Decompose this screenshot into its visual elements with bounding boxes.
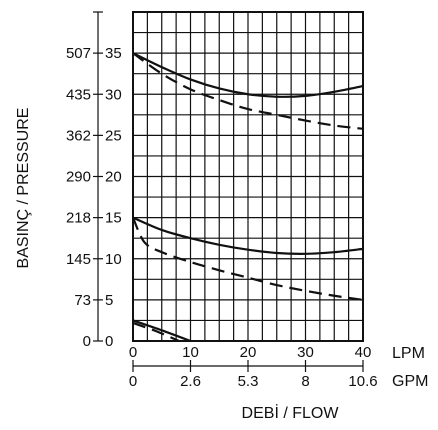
x-tick-label-secondary: 0 [129, 373, 137, 390]
x-tick-label-secondary: 5.3 [238, 373, 259, 390]
x-tick-label-primary: 10 [182, 344, 199, 361]
x-tick-label-primary: 30 [297, 344, 314, 361]
series-line-solid [132, 319, 191, 343]
x-tick-label-primary: 40 [355, 344, 372, 361]
chart-series [131, 52, 364, 343]
x-tick-label-secondary: 8 [301, 373, 309, 390]
y-tick-label-primary: 30 [105, 86, 122, 103]
x-tick-label-primary: 0 [129, 344, 137, 361]
series-line-dashed [132, 52, 364, 130]
y-tick-label-primary: 25 [105, 127, 122, 144]
y-tick-label-secondary: 0 [83, 333, 91, 350]
x-tick-label-secondary: 10.6 [348, 373, 377, 390]
x-tick-label-primary: 20 [240, 344, 257, 361]
y-axis-title: BASINÇ / PRESSURE [15, 108, 32, 269]
y-tick-label-secondary: 73 [74, 292, 91, 309]
chart-axes [93, 11, 364, 372]
chart-grid [132, 11, 364, 342]
x-secondary-unit: GPM [392, 373, 428, 390]
plot-frame [132, 11, 364, 342]
y-tick-label-secondary: 362 [66, 127, 91, 144]
chart-labels: 0057310145152182029025362304353550700102… [66, 45, 378, 390]
series-line-dashed [131, 217, 364, 301]
y-tick-label-secondary: 507 [66, 45, 91, 62]
series-line-solid [132, 52, 364, 98]
y-tick-label-secondary: 435 [66, 86, 91, 103]
y-tick-label-primary: 35 [105, 45, 122, 62]
x-primary-unit: LPM [392, 345, 425, 362]
y-tick-label-primary: 5 [105, 292, 113, 309]
y-tick-label-primary: 0 [105, 333, 113, 350]
x-axis-title: DEBİ / FLOW [242, 403, 340, 422]
series-line-solid [132, 216, 364, 255]
series-line-dashed [132, 321, 180, 343]
y-tick-label-primary: 10 [105, 251, 122, 268]
y-tick-label-primary: 15 [105, 210, 122, 227]
y-tick-label-primary: 20 [105, 169, 122, 186]
x-tick-label-secondary: 2.6 [180, 373, 201, 390]
y-tick-label-secondary: 145 [66, 251, 91, 268]
y-tick-label-secondary: 290 [66, 169, 91, 186]
y-tick-label-secondary: 218 [66, 210, 91, 227]
